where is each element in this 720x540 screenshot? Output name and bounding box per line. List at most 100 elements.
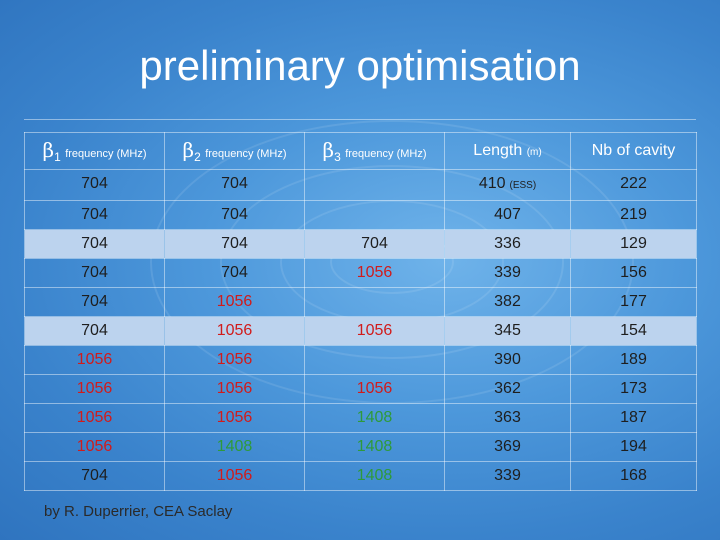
table-cell-b2: 1056 bbox=[164, 461, 305, 491]
table-cell-b3: 1408 bbox=[304, 461, 445, 491]
table-cell-nb: 156 bbox=[570, 258, 697, 288]
cell-value: 704 bbox=[81, 293, 108, 310]
cell-value: 339 bbox=[494, 264, 521, 281]
table-row: 704 1056 1408 339 168 bbox=[24, 461, 697, 491]
header-label: Length bbox=[473, 142, 523, 159]
beta-index: 2 bbox=[194, 150, 201, 164]
table-cell-length: 390 bbox=[444, 345, 571, 375]
table-row: 704 704 704 336 129 bbox=[24, 229, 697, 259]
header-beta3: β3 frequency (MHz) bbox=[304, 132, 445, 170]
table-cell-b1: 704 bbox=[24, 200, 165, 230]
header-label: frequency (MHz) bbox=[205, 148, 287, 160]
table-row: 1056 1056 1056 362 173 bbox=[24, 374, 697, 404]
table-cell-b1: 704 bbox=[24, 169, 165, 201]
cell-value: 382 bbox=[494, 293, 521, 310]
title-divider bbox=[24, 119, 696, 120]
table-cell-b1: 704 bbox=[24, 461, 165, 491]
table-cell-nb: 129 bbox=[570, 229, 697, 259]
cell-value: 194 bbox=[620, 438, 647, 455]
table-cell-nb: 177 bbox=[570, 287, 697, 317]
cell-value: 156 bbox=[620, 264, 647, 281]
cell-value: 177 bbox=[620, 293, 647, 310]
table-cell-nb: 194 bbox=[570, 432, 697, 462]
table-cell-length: 407 bbox=[444, 200, 571, 230]
table-body: 704 704 410 (ESS) 222 704 704 407 219 704 704 704 33… bbox=[24, 169, 697, 491]
cell-value: 410 bbox=[478, 175, 506, 192]
table-cell-b3: 1408 bbox=[304, 403, 445, 433]
header-label: Nb of cavity bbox=[591, 142, 676, 159]
table-cell-b3: 704 bbox=[304, 229, 445, 259]
cell-value: 173 bbox=[620, 380, 647, 397]
slide-footer: by R. Duperrier, CEA Saclay bbox=[44, 503, 233, 520]
cell-value: 1056 bbox=[216, 409, 253, 426]
cell-value: 189 bbox=[620, 351, 647, 368]
cell-value: 1408 bbox=[356, 409, 393, 426]
cell-value: 1408 bbox=[356, 438, 393, 455]
table-row: 704 1056 1056 345 154 bbox=[24, 316, 697, 346]
table-cell-length: 382 bbox=[444, 287, 571, 317]
table-cell-b1: 1056 bbox=[24, 432, 165, 462]
header-label: frequency (MHz) bbox=[65, 148, 147, 160]
beta-index: 1 bbox=[54, 150, 61, 164]
cell-value: 363 bbox=[494, 409, 521, 426]
cell-value: 1056 bbox=[76, 351, 113, 368]
cell-value: 704 bbox=[81, 235, 108, 252]
table-cell-nb: 154 bbox=[570, 316, 697, 346]
table-cell-nb: 189 bbox=[570, 345, 697, 375]
cell-value: 1408 bbox=[356, 467, 393, 484]
header-length: Length (m) bbox=[444, 132, 571, 170]
cell-value: 704 bbox=[221, 235, 248, 252]
table-row: 704 704 1056 339 156 bbox=[24, 258, 697, 288]
cell-value: 704 bbox=[81, 175, 108, 192]
table-cell-b1: 1056 bbox=[24, 374, 165, 404]
cell-value: 362 bbox=[494, 380, 521, 397]
cell-value: 704 bbox=[221, 175, 248, 192]
table-cell-b2: 1056 bbox=[164, 403, 305, 433]
cell-value: 704 bbox=[81, 467, 108, 484]
header-label: frequency (MHz) bbox=[345, 148, 427, 160]
table-cell-b3 bbox=[304, 200, 445, 230]
cell-value: 339 bbox=[494, 467, 521, 484]
table-cell-b3: 1056 bbox=[304, 374, 445, 404]
cell-value: 222 bbox=[620, 175, 647, 192]
cell-value: 1408 bbox=[216, 438, 253, 455]
slide-title: preliminary optimisation bbox=[139, 42, 581, 89]
cell-value: 187 bbox=[620, 409, 647, 426]
table-row: 704 1056 382 177 bbox=[24, 287, 697, 317]
table-header-row: β1 frequency (MHz) β2 frequency (MHz) β3… bbox=[24, 132, 697, 170]
table-cell-b1: 1056 bbox=[24, 403, 165, 433]
table-cell-b3: 1056 bbox=[304, 258, 445, 288]
table-cell-length: 345 bbox=[444, 316, 571, 346]
table-cell-b1: 704 bbox=[24, 316, 165, 346]
table-cell-b3 bbox=[304, 345, 445, 375]
table-cell-b2: 1056 bbox=[164, 374, 305, 404]
header-beta2: β2 frequency (MHz) bbox=[164, 132, 305, 170]
table-cell-b3 bbox=[304, 169, 445, 201]
table-cell-b1: 704 bbox=[24, 229, 165, 259]
table-cell-b2: 704 bbox=[164, 169, 305, 201]
header-beta1: β1 frequency (MHz) bbox=[24, 132, 165, 170]
cell-value: 1056 bbox=[216, 467, 253, 484]
table-cell-length: 339 bbox=[444, 258, 571, 288]
cell-value: 1056 bbox=[76, 438, 113, 455]
beta-symbol: β bbox=[322, 138, 335, 162]
table-cell-nb: 219 bbox=[570, 200, 697, 230]
cell-value: 1056 bbox=[356, 264, 393, 281]
cell-value: 1056 bbox=[356, 322, 393, 339]
table-cell-b2: 704 bbox=[164, 258, 305, 288]
table-cell-b1: 704 bbox=[24, 287, 165, 317]
cell-value: 704 bbox=[221, 264, 248, 281]
table-cell-length: 336 bbox=[444, 229, 571, 259]
table-cell-b2: 704 bbox=[164, 200, 305, 230]
cell-value: 390 bbox=[494, 351, 521, 368]
table-cell-b2: 1056 bbox=[164, 316, 305, 346]
table-cell-nb: 168 bbox=[570, 461, 697, 491]
table-cell-nb: 187 bbox=[570, 403, 697, 433]
beta-symbol: β bbox=[42, 138, 55, 162]
optimisation-table: β1 frequency (MHz) β2 frequency (MHz) β3… bbox=[24, 132, 697, 491]
length-note: (ESS) bbox=[509, 180, 537, 191]
beta-symbol: β bbox=[182, 138, 195, 162]
cell-value: 1056 bbox=[76, 409, 113, 426]
cell-value: 1056 bbox=[356, 380, 393, 397]
table-cell-length: 362 bbox=[444, 374, 571, 404]
